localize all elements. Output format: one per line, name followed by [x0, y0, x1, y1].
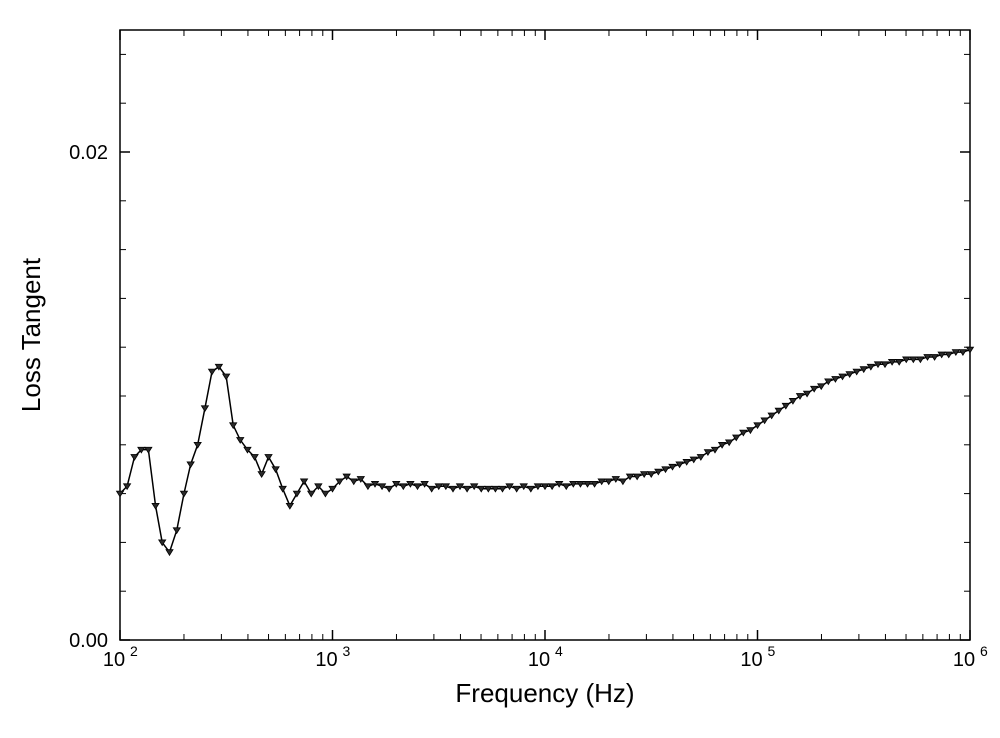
data-marker	[173, 528, 180, 534]
svg-text:3: 3	[343, 643, 351, 659]
data-marker	[272, 467, 279, 473]
svg-text:10: 10	[528, 649, 550, 671]
data-marker	[619, 479, 626, 485]
data-marker	[265, 455, 272, 461]
svg-text:10: 10	[315, 649, 337, 671]
data-marker	[279, 486, 286, 492]
x-tick-label: 10 4	[528, 643, 563, 671]
data-marker	[286, 503, 293, 509]
data-marker	[322, 491, 329, 497]
x-tick-label: 10 5	[740, 643, 775, 671]
plot-border	[120, 30, 970, 640]
svg-text:2: 2	[130, 643, 138, 659]
data-marker	[513, 486, 520, 492]
chart-svg: 10 2 10 3 10 4 10 5 10 6 0.00 0.02 Frequency (Hz) Los…	[0, 0, 1000, 738]
data-marker	[201, 406, 208, 412]
data-marker	[464, 486, 471, 492]
data-marker	[194, 442, 201, 448]
x-tick-label: 10 6	[953, 643, 988, 671]
data-marker	[308, 491, 315, 497]
data-marker	[131, 455, 138, 461]
data-marker	[301, 479, 308, 485]
svg-text:6: 6	[980, 643, 988, 659]
x-axis-title: Frequency (Hz)	[455, 678, 634, 708]
data-marker	[209, 369, 216, 375]
svg-text:10: 10	[103, 649, 125, 671]
data-marker	[350, 479, 357, 485]
data-marker	[293, 491, 300, 497]
data-marker	[251, 455, 258, 461]
data-marker	[166, 550, 173, 556]
data-marker	[230, 423, 237, 429]
data-marker	[414, 484, 421, 490]
data-marker	[527, 486, 534, 492]
data-marker	[400, 484, 407, 490]
data-marker	[187, 462, 194, 468]
svg-text:10: 10	[740, 649, 762, 671]
data-marker	[449, 486, 456, 492]
y-tick-label: 0.00	[69, 630, 108, 652]
x-tick-label: 10 3	[315, 643, 350, 671]
svg-text:4: 4	[555, 643, 563, 659]
data-marker	[180, 491, 187, 497]
svg-text:5: 5	[768, 643, 776, 659]
data-marker	[152, 503, 159, 509]
data-marker	[364, 484, 371, 490]
y-tick-label: 0.02	[69, 142, 108, 164]
data-marker	[386, 486, 393, 492]
chart-container: 10 2 10 3 10 4 10 5 10 6 0.00 0.02 Frequency (Hz) Los…	[0, 0, 1000, 738]
y-axis-title: Loss Tangent	[16, 257, 46, 412]
data-marker	[428, 486, 435, 492]
data-marker	[223, 374, 230, 380]
data-marker	[563, 484, 570, 490]
x-tick-label: 10 2	[103, 643, 138, 671]
svg-text:10: 10	[953, 649, 975, 671]
data-marker	[258, 472, 265, 478]
